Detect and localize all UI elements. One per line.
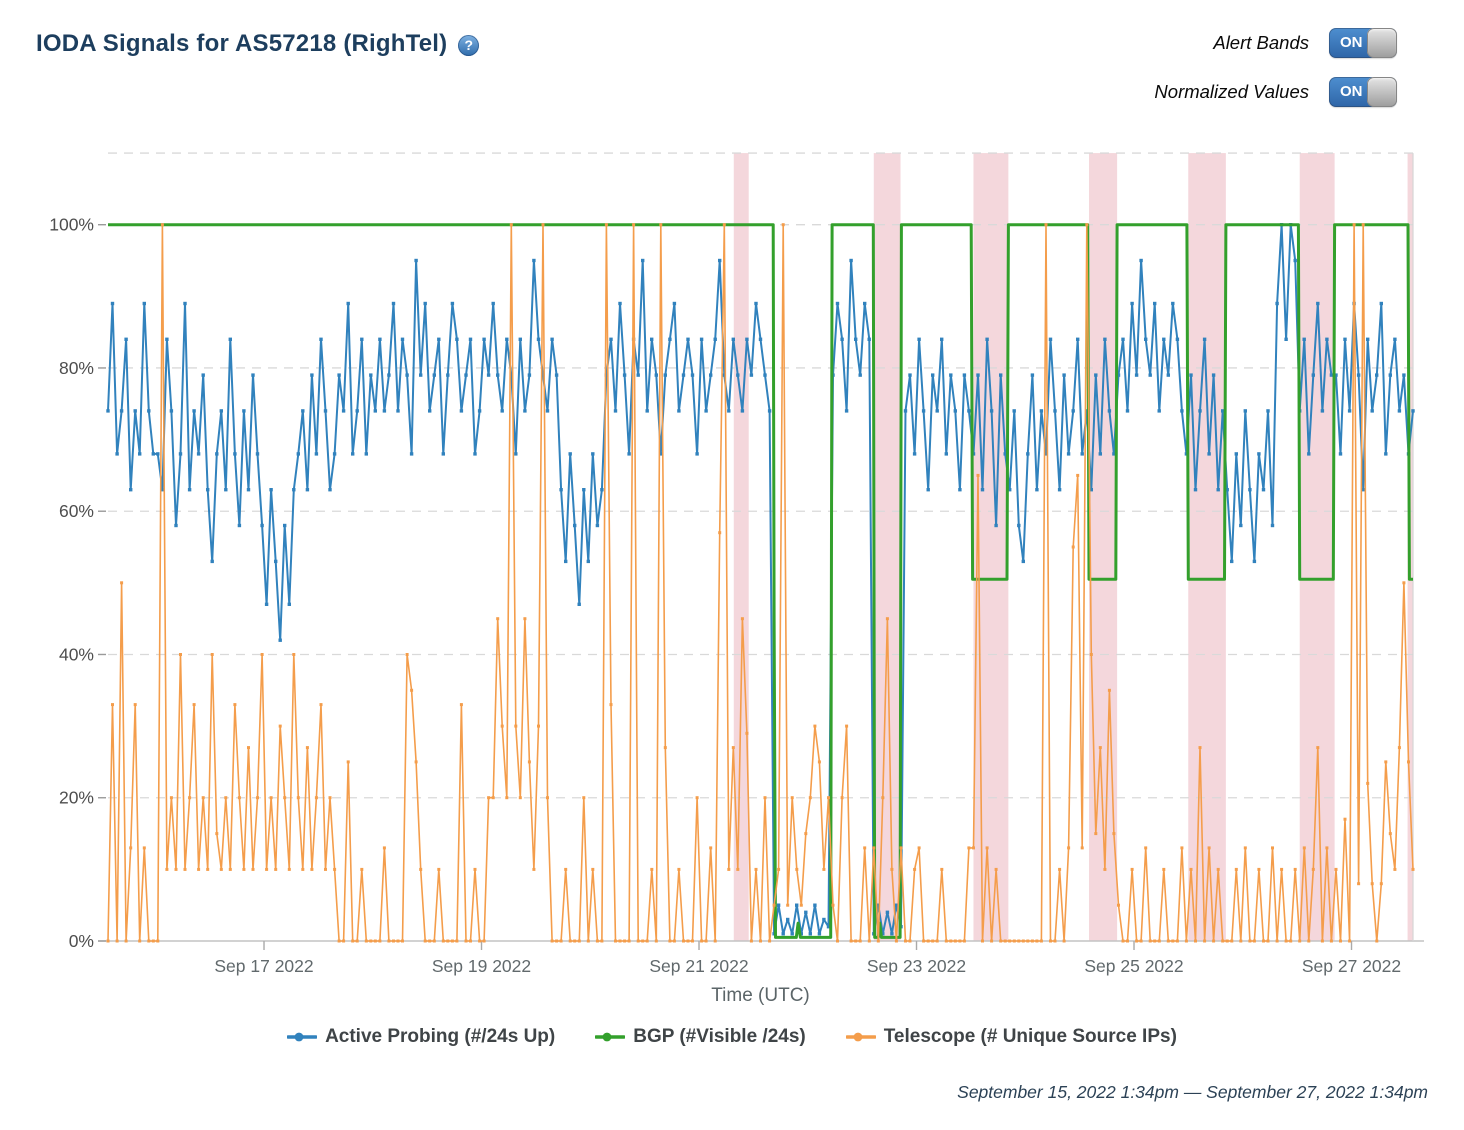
y-tick-label: 20% xyxy=(59,788,94,808)
alert-bands-toggle-row: Alert Bands ON xyxy=(1213,28,1397,58)
y-tick-label: 0% xyxy=(69,931,94,951)
time-range-text: September 15, 2022 1:34pm — September 27… xyxy=(957,1082,1428,1102)
x-tick-label: Sep 27 2022 xyxy=(1302,956,1401,976)
x-tick-label: Sep 23 2022 xyxy=(867,956,966,976)
legend-label: BGP (#Visible /24s) xyxy=(633,1026,806,1047)
y-tick-label: 40% xyxy=(59,644,94,664)
x-tick-label: Sep 19 2022 xyxy=(432,956,531,976)
alert-band xyxy=(873,153,901,941)
x-axis-title: Time (UTC) xyxy=(711,985,810,1006)
series-markers xyxy=(106,223,1415,943)
y-tick-label: 100% xyxy=(49,215,94,235)
toggle-knob xyxy=(1367,28,1397,58)
toggle-knob xyxy=(1367,77,1397,107)
toggle-panel: Alert Bands ON Normalized Values ON xyxy=(1154,28,1397,107)
normalized-values-toggle-row: Normalized Values ON xyxy=(1154,77,1397,107)
legend-marker-icon xyxy=(287,1032,318,1042)
alert-band xyxy=(733,153,749,941)
x-tick-label: Sep 17 2022 xyxy=(214,956,313,976)
legend-label: Telescope (# Unique Source IPs) xyxy=(883,1026,1177,1047)
alert-band xyxy=(1299,153,1335,941)
x-tick-label: Sep 25 2022 xyxy=(1084,956,1183,976)
legend-item-bgp[interactable]: BGP (#Visible /24s) xyxy=(595,1026,806,1048)
page-header: IODA Signals for AS57218 (RighTel) ? xyxy=(36,30,480,58)
legend-label: Active Probing (#/24s Up) xyxy=(325,1026,556,1047)
normalized-values-label: Normalized Values xyxy=(1154,81,1309,102)
legend-marker-icon xyxy=(845,1032,876,1042)
legend-item-telescope[interactable]: Telescope (# Unique Source IPs) xyxy=(845,1026,1177,1048)
y-tick-label: 60% xyxy=(59,501,94,521)
y-tick-label: 80% xyxy=(59,358,94,378)
x-tick-label: Sep 21 2022 xyxy=(649,956,748,976)
series-line-bgp xyxy=(108,223,1413,939)
signals-chart-svg[interactable]: 0% 20% 40% 60% 80% 100% Sep 17 2022 Sep 19 2022… xyxy=(0,140,1464,1020)
alert-bands-toggle-state: ON xyxy=(1340,34,1363,51)
signals-chart[interactable]: 0% 20% 40% 60% 80% 100% Sep 17 2022 Sep 19 2022… xyxy=(0,140,1464,1020)
alert-band xyxy=(1188,153,1226,941)
legend: Active Probing (#/24s Up) BGP (#Visible /… xyxy=(0,1026,1464,1048)
help-icon[interactable]: ? xyxy=(458,35,480,56)
legend-item-active[interactable]: Active Probing (#/24s Up) xyxy=(287,1026,555,1048)
legend-marker-icon xyxy=(595,1032,626,1042)
alert-bands-label: Alert Bands xyxy=(1213,32,1309,53)
normalized-values-toggle-state: ON xyxy=(1340,83,1363,100)
series-markers xyxy=(106,223,1415,936)
alert-bands-toggle[interactable]: ON xyxy=(1329,28,1397,58)
page-title: IODA Signals for AS57218 (RighTel) xyxy=(36,30,448,57)
normalized-values-toggle[interactable]: ON xyxy=(1329,77,1397,107)
